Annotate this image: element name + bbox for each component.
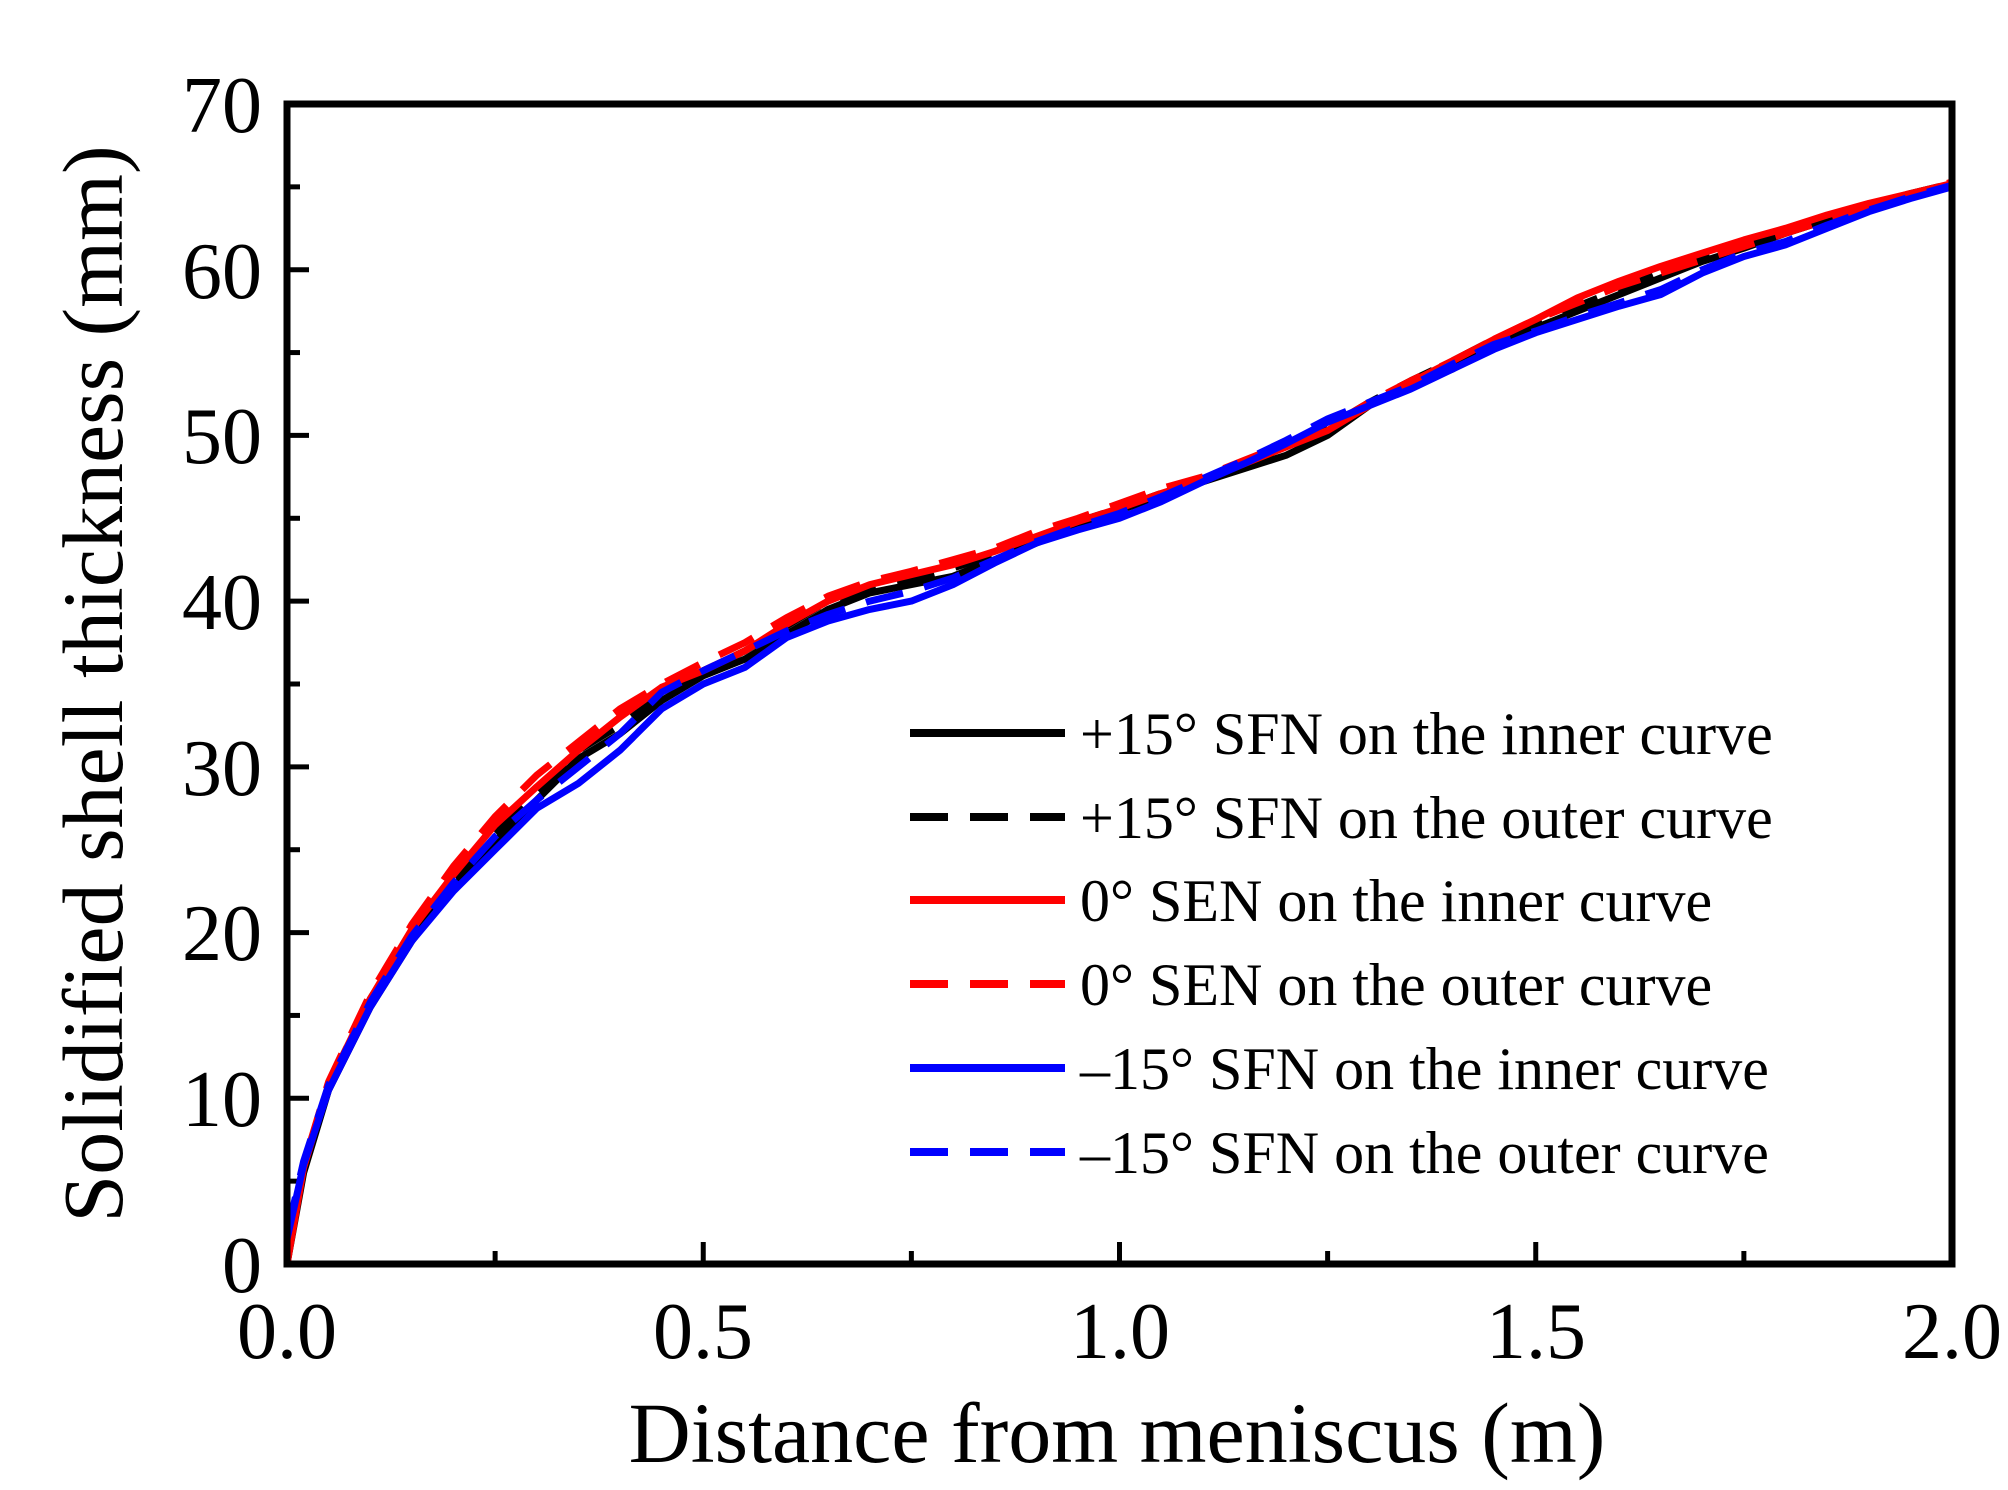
y-tick-label: 0 (222, 1222, 262, 1310)
series-line-3 (283, 178, 1954, 1265)
y-axis-title: Solidified shell thickness (mm) (45, 145, 141, 1222)
legend-label: 0° SEN on the inner curve (1080, 868, 1712, 934)
y-tick-label: 50 (182, 393, 262, 481)
legend-label: +15° SFN on the inner curve (1080, 701, 1773, 767)
x-tick-label: 0.5 (653, 1288, 753, 1376)
y-tick-label: 10 (182, 1056, 262, 1144)
legend: +15° SFN on the inner curve +15° SFN on … (910, 701, 1773, 1186)
y-tick-label: 20 (182, 890, 262, 978)
legend-label: –15° SFN on the inner curve (1079, 1036, 1769, 1102)
series-line-5 (283, 181, 1953, 1235)
legend-label: +15° SFN on the outer curve (1080, 785, 1773, 851)
y-tick-labels: 0 10 20 30 40 50 60 70 (182, 62, 262, 1310)
x-tick-label: 0.0 (237, 1288, 337, 1376)
series-line-2 (283, 180, 1953, 1265)
x-axis-title: Distance from meniscus (m) (629, 1385, 1606, 1481)
x-tick-label: 1.0 (1070, 1288, 1170, 1376)
y-tick-label: 60 (182, 228, 262, 316)
series-lines (283, 178, 1954, 1265)
y-tick-label: 70 (182, 62, 262, 150)
x-tick-labels: 0.0 0.5 1.0 1.5 2.0 (237, 1288, 2002, 1376)
plot-frame (283, 100, 1956, 1268)
series-line-4 (283, 183, 1953, 1240)
legend-label: –15° SFN on the outer curve (1079, 1120, 1769, 1186)
y-tick-label: 30 (182, 725, 262, 813)
x-tick-label: 2.0 (1902, 1288, 2002, 1376)
y-tick-label: 40 (182, 559, 262, 647)
x-tick-label: 1.5 (1486, 1288, 1586, 1376)
legend-label: 0° SEN on the outer curve (1080, 952, 1712, 1018)
